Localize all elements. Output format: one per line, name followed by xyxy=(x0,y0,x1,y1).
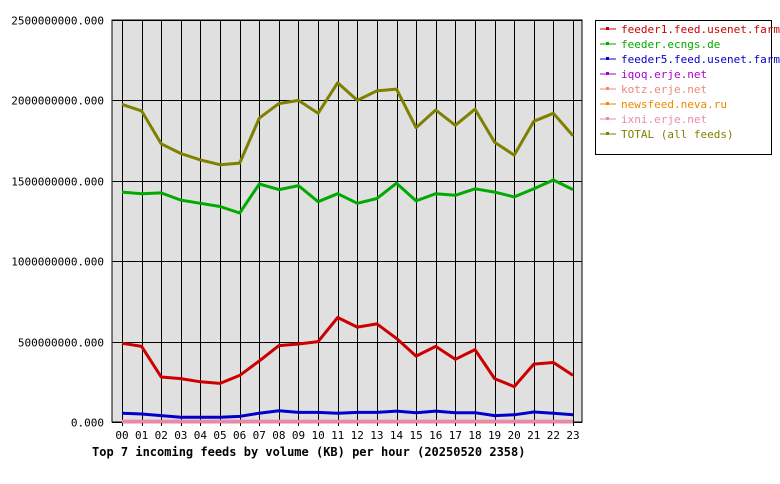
legend-marker xyxy=(606,27,609,30)
x-tick-label: 00 xyxy=(115,429,128,442)
legend-label: newsfeed.neva.ru xyxy=(621,98,727,111)
x-tick-label: 17 xyxy=(449,429,462,442)
legend-label: kotz.erje.net xyxy=(621,83,707,96)
y-tick-label: 1000000000.000 xyxy=(11,256,104,269)
x-tick-label: 08 xyxy=(272,429,285,442)
y-tick-label: 500000000.000 xyxy=(18,337,104,350)
legend-label: feeder5.feed.usenet.farm xyxy=(621,53,780,66)
x-tick-label: 14 xyxy=(390,429,404,442)
x-tick-label: 05 xyxy=(213,429,226,442)
x-tick-label: 19 xyxy=(488,429,501,442)
plot-area: 0.000 500000000.000 1000000000.000 15000000… xyxy=(11,15,582,443)
x-tick-label: 04 xyxy=(194,429,208,442)
x-tick-label: 12 xyxy=(351,429,364,442)
legend-marker xyxy=(606,87,609,90)
legend-marker xyxy=(606,72,609,75)
legend-marker xyxy=(606,117,609,120)
legend-label: ixni.erje.net xyxy=(621,113,707,126)
legend-marker xyxy=(606,42,609,45)
x-tick-label: 02 xyxy=(155,429,168,442)
x-tick-label: 22 xyxy=(547,429,560,442)
y-tick-label: 0.000 xyxy=(71,417,104,430)
legend-marker xyxy=(606,102,609,105)
x-tick-label: 13 xyxy=(370,429,383,442)
x-tick-label: 11 xyxy=(331,429,344,442)
x-tick-label: 06 xyxy=(233,429,246,442)
legend-label: feeder1.feed.usenet.farm xyxy=(621,23,780,36)
x-tick-label: 16 xyxy=(429,429,442,442)
plot-background xyxy=(112,20,582,422)
y-tick-label: 2500000000.000 xyxy=(11,15,104,28)
legend-label: feeder.ecngs.de xyxy=(621,38,720,51)
legend-label: TOTAL (all feeds) xyxy=(621,128,734,141)
x-tick-label: 01 xyxy=(135,429,148,442)
y-tick-label: 2000000000.000 xyxy=(11,95,104,108)
chart-title: Top 7 incoming feeds by volume (KB) per … xyxy=(92,445,525,459)
x-tick-label: 07 xyxy=(253,429,266,442)
x-tick-label: 15 xyxy=(410,429,423,442)
legend-marker xyxy=(606,57,609,60)
legend-marker xyxy=(606,132,609,135)
x-tick-label: 23 xyxy=(566,429,579,442)
x-tick-label: 18 xyxy=(468,429,481,442)
x-tick-label: 03 xyxy=(174,429,187,442)
x-tick-label: 21 xyxy=(527,429,540,442)
y-tick-label: 1500000000.000 xyxy=(11,176,104,189)
x-tick-label: 20 xyxy=(508,429,521,442)
legend-label: iqoq.erje.net xyxy=(621,68,707,81)
legend: feeder1.feed.usenet.farm feeder.ecngs.de f… xyxy=(596,21,780,155)
x-tick-label: 10 xyxy=(311,429,324,442)
x-tick-label: 09 xyxy=(292,429,305,442)
